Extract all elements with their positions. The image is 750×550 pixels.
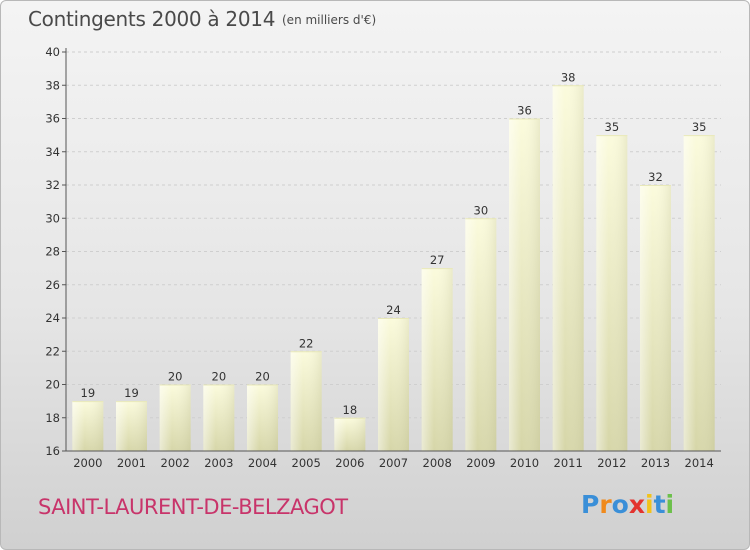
y-tick-label: 16 xyxy=(45,444,60,458)
bar-shade xyxy=(116,401,147,451)
x-tick-label: 2003 xyxy=(204,456,233,470)
y-tick-label: 32 xyxy=(45,178,60,192)
data-label: 22 xyxy=(299,336,314,350)
data-label: 32 xyxy=(648,170,663,184)
data-label: 19 xyxy=(124,386,139,400)
logo-letter: x xyxy=(628,490,645,519)
chart-title: Contingents 2000 à 2014 xyxy=(28,7,276,31)
proxiti-logo: Proxiti xyxy=(581,490,674,519)
y-tick-label: 40 xyxy=(45,45,60,59)
data-label: 35 xyxy=(605,120,620,134)
x-tick-label: 2004 xyxy=(248,456,277,470)
y-tick-label: 30 xyxy=(45,211,60,225)
x-tick-label: 2007 xyxy=(379,456,408,470)
data-label: 35 xyxy=(692,120,707,134)
y-tick-label: 28 xyxy=(45,245,60,259)
chart-unit: (en milliers d'€) xyxy=(282,13,377,27)
x-tick-label: 2006 xyxy=(335,456,364,470)
bar-shade xyxy=(509,118,540,451)
bar-shade xyxy=(596,135,628,451)
bar-shade xyxy=(290,351,322,451)
bar-shade xyxy=(334,417,366,451)
x-tick-label: 2005 xyxy=(292,456,321,470)
logo-letter: i xyxy=(645,490,654,519)
x-tick-label: 2011 xyxy=(554,456,583,470)
data-label: 18 xyxy=(343,403,358,417)
logo-letter: P xyxy=(581,490,600,519)
bar-shade xyxy=(552,85,584,451)
bar-shade xyxy=(683,135,715,451)
logo-letter: o xyxy=(611,490,629,519)
logo-letter: i xyxy=(665,490,675,519)
x-tick-label: 2014 xyxy=(685,456,714,470)
data-label: 19 xyxy=(81,386,96,400)
data-label: 20 xyxy=(168,370,183,384)
bar-shade xyxy=(421,268,453,451)
x-tick-label: 2002 xyxy=(161,456,190,470)
y-tick-label: 24 xyxy=(45,311,60,325)
data-label: 30 xyxy=(474,203,489,217)
data-label: 20 xyxy=(212,370,227,384)
bar-shade xyxy=(159,384,191,451)
x-tick-label: 2009 xyxy=(466,456,495,470)
x-tick-label: 2008 xyxy=(423,456,452,470)
logo-letter: t xyxy=(653,490,666,519)
y-tick-label: 26 xyxy=(45,278,60,292)
bar-shade xyxy=(640,185,671,451)
data-label: 27 xyxy=(430,253,445,267)
x-tick-label: 2012 xyxy=(597,456,626,470)
data-label: 24 xyxy=(386,303,401,317)
data-label: 38 xyxy=(561,70,576,84)
y-tick-label: 38 xyxy=(45,78,60,92)
bar-shade xyxy=(247,384,278,451)
bar-shade xyxy=(465,218,497,451)
x-tick-label: 2000 xyxy=(73,456,102,470)
commune-name: SAINT-LAURENT-DE-BELZAGOT xyxy=(38,495,348,519)
y-tick-label: 34 xyxy=(45,145,60,159)
x-tick-label: 2010 xyxy=(510,456,539,470)
bar-shade xyxy=(378,318,409,451)
y-tick-label: 18 xyxy=(45,411,60,425)
logo-letter: r xyxy=(599,490,612,519)
x-tick-label: 2001 xyxy=(117,456,146,470)
y-tick-label: 36 xyxy=(45,112,60,126)
data-label: 20 xyxy=(255,370,270,384)
y-tick-label: 22 xyxy=(45,344,60,358)
bar-shade xyxy=(203,384,235,451)
bar-shade xyxy=(72,401,104,451)
x-tick-label: 2013 xyxy=(641,456,670,470)
data-label: 36 xyxy=(517,104,532,118)
y-tick-label: 20 xyxy=(45,378,60,392)
